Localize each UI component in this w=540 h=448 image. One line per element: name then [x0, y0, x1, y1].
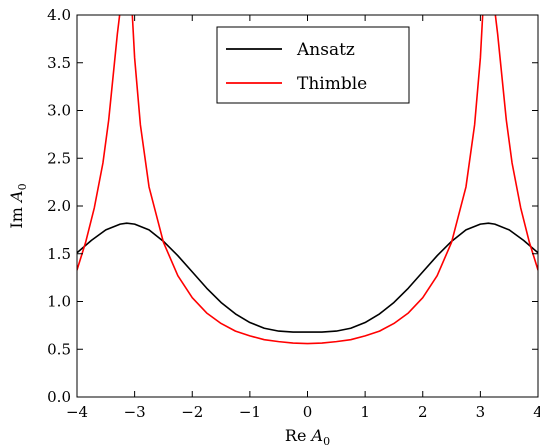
x-tick-label: −2	[181, 403, 203, 421]
y-tick-label: 1.5	[47, 245, 71, 263]
tick-layer: −4 −3 −2 −1 0 1 2 3 4 0.0 0.5 1.0 1.5 2.0 2.5 3.0 3.5 4.0	[47, 6, 540, 421]
x-tick-label: −4	[66, 403, 88, 421]
legend-label-ansatz: Ansatz	[296, 40, 355, 60]
series-line-thimble-3	[494, 15, 538, 271]
x-tick-label: −1	[239, 403, 261, 421]
y-tick-label: 4.0	[47, 6, 71, 24]
y-tick-label: 0.5	[47, 340, 71, 358]
x-tick-label: 2	[418, 403, 428, 421]
x-tick-label: −3	[124, 403, 146, 421]
series-line-thimble-2	[131, 15, 484, 345]
series-line-thimble-1	[77, 15, 121, 271]
x-tick-label: 0	[303, 403, 313, 421]
plot-frame	[76, 14, 539, 398]
x-axis-label: Re A0	[285, 426, 330, 448]
legend: Ansatz Thimble	[216, 26, 410, 104]
y-tick-label: 0.0	[47, 388, 71, 406]
series-line-ansatz	[77, 222, 538, 333]
x-tick-label: 3	[476, 403, 486, 421]
y-axis-label: Im A0	[7, 183, 29, 228]
y-tick-label: 2.5	[47, 149, 71, 167]
x-tick-label: 1	[360, 403, 370, 421]
y-tick-label: 3.5	[47, 54, 71, 72]
legend-label-thimble: Thimble	[297, 74, 367, 94]
series-layer	[77, 15, 538, 345]
y-tick-label: 1.0	[47, 293, 71, 311]
y-tick-label: 2.0	[47, 197, 71, 215]
y-tick-label: 3.0	[47, 102, 71, 120]
x-tick-label: 4	[533, 403, 540, 421]
legend-box	[216, 26, 410, 104]
